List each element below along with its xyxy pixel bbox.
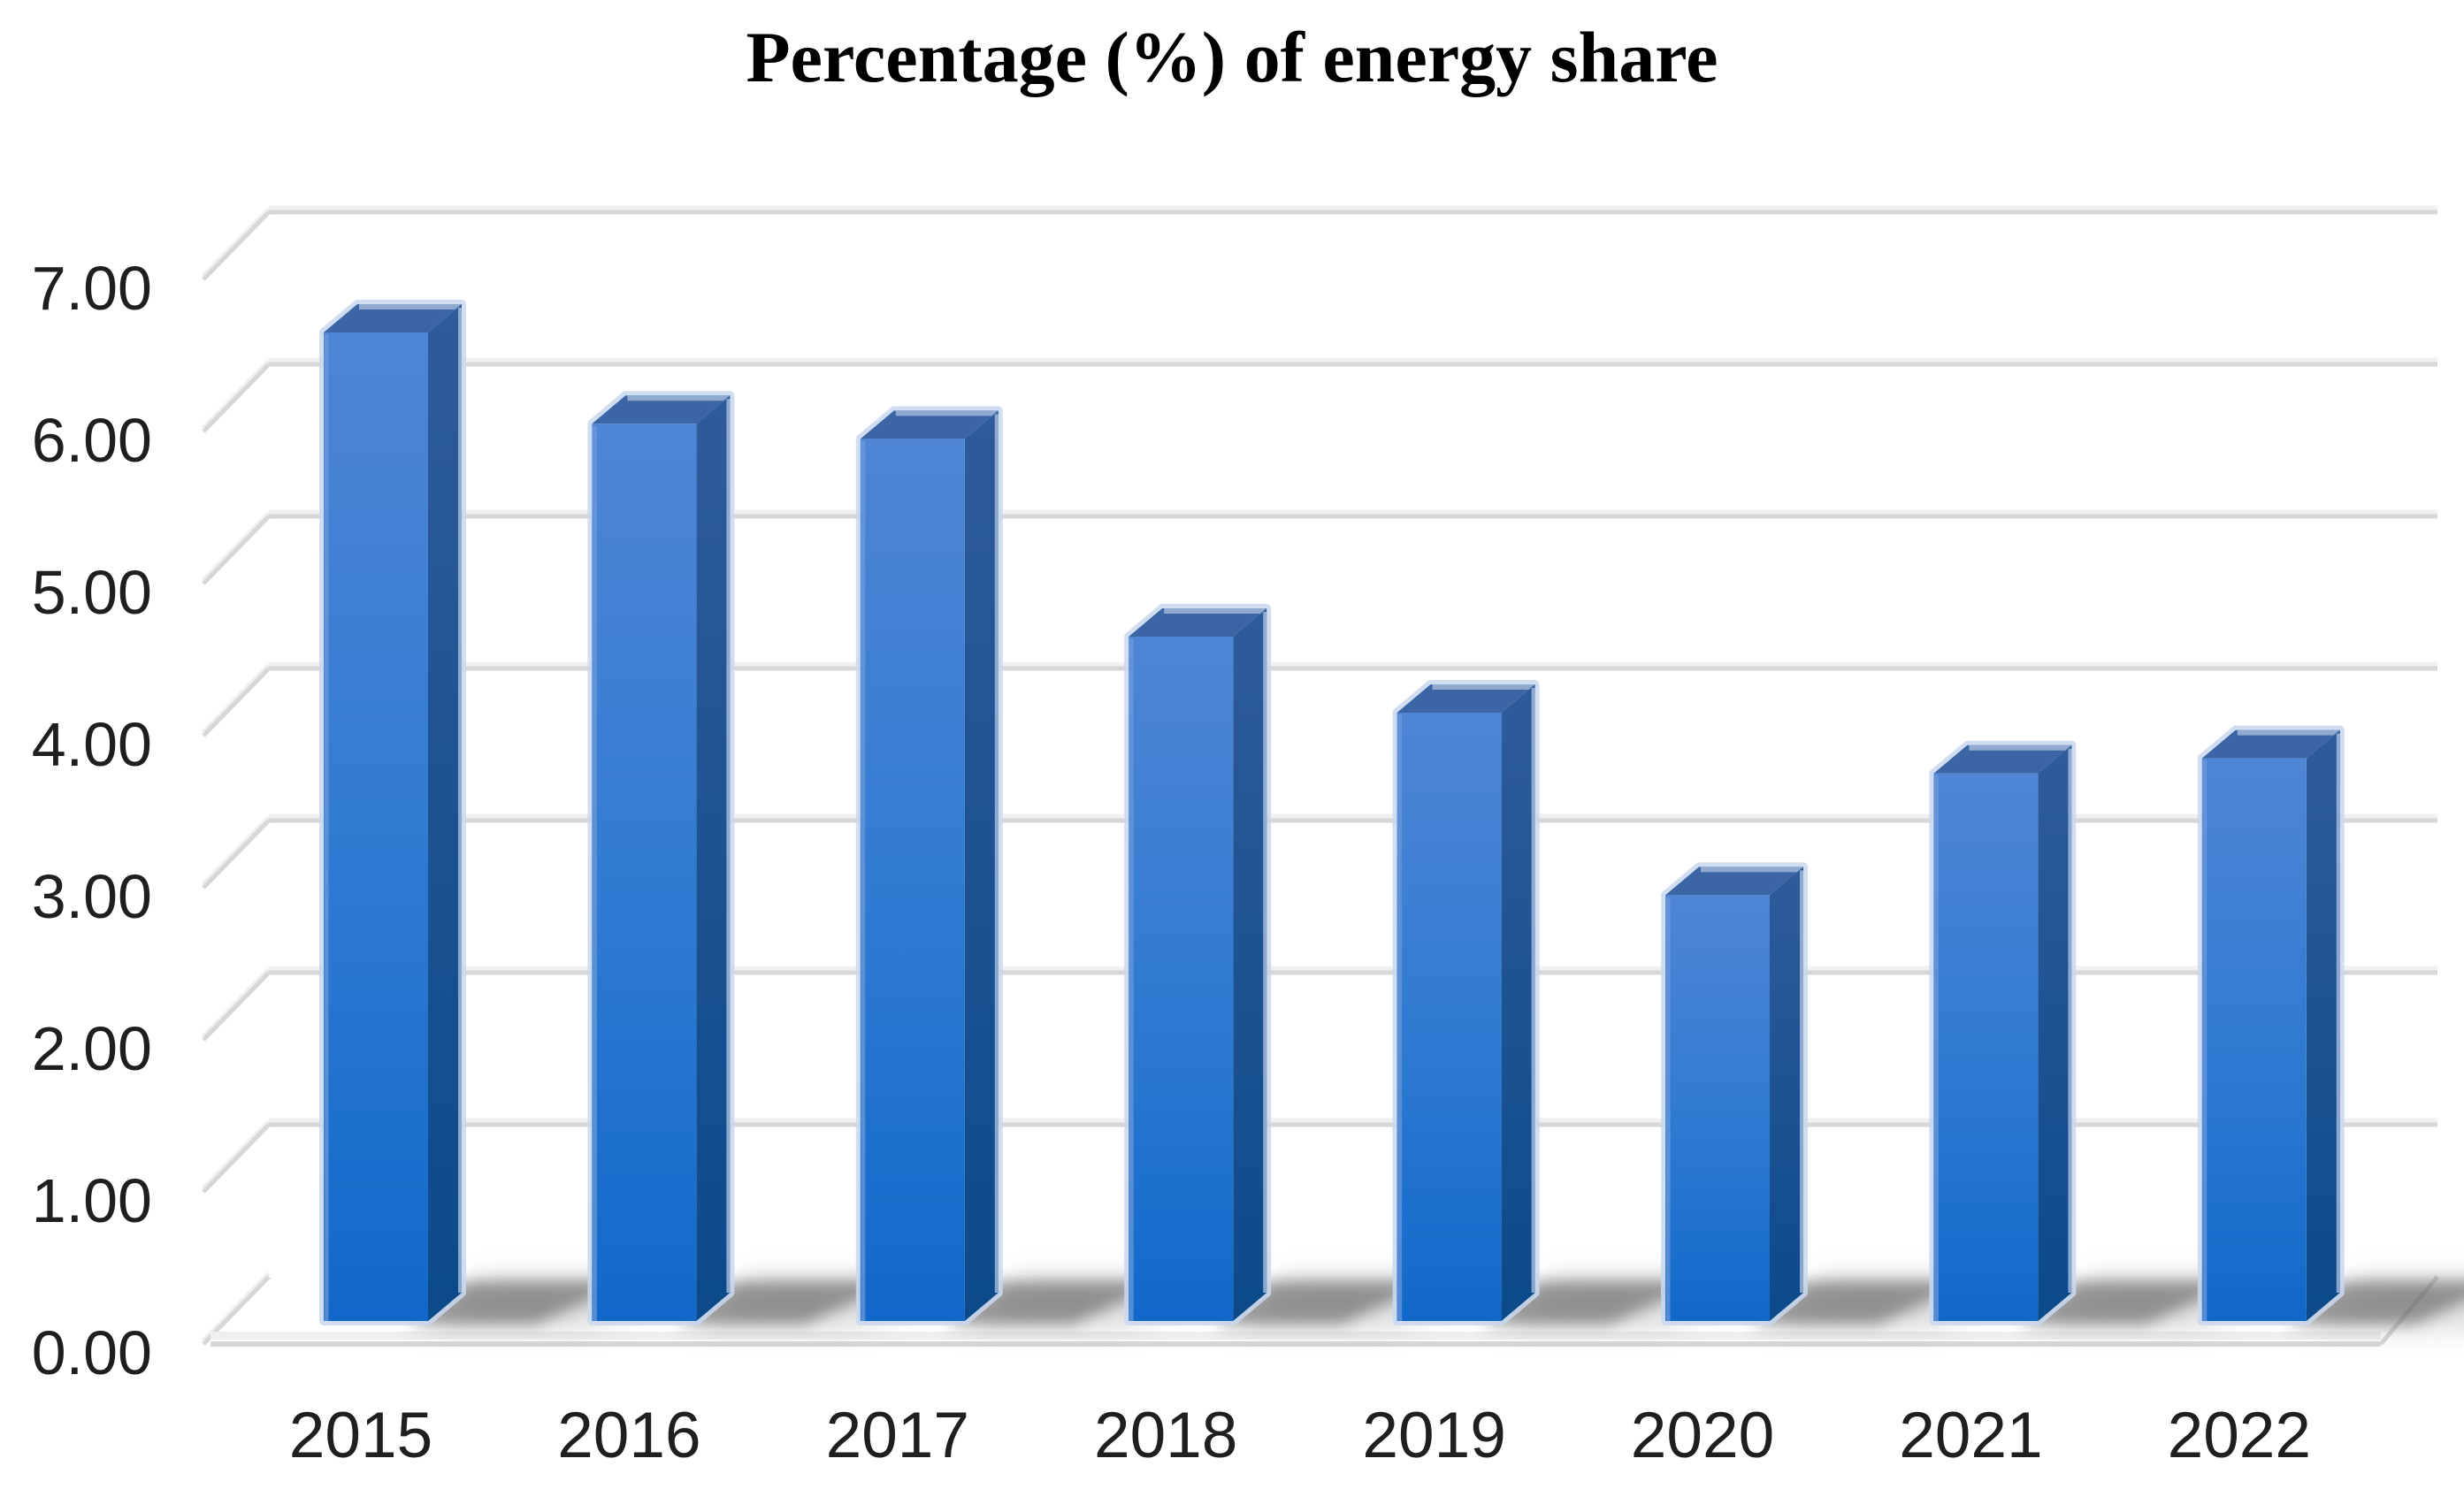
gridline-connector-light xyxy=(202,511,271,582)
bars-layer xyxy=(319,300,2345,1325)
bar-side-face xyxy=(1501,684,1535,1321)
gridline-connector-light xyxy=(202,1271,271,1342)
x-tick-label-2016: 2016 xyxy=(557,1400,700,1471)
y-tick-label-7.00: 7.00 xyxy=(32,254,152,323)
bar-front-face xyxy=(2201,758,2307,1321)
bar-2017 xyxy=(855,406,1003,1325)
bar-top-face xyxy=(324,304,462,332)
axis-labels-layer: 2015 2016 2017 2018 2019 2020 2021 2022 0.00 1.00… xyxy=(32,254,2311,1471)
bar-top-face xyxy=(860,410,999,439)
bar-2020 xyxy=(1661,862,1808,1325)
gridline-connector-light xyxy=(202,359,271,430)
gridlines-layer xyxy=(202,205,2439,1347)
bar-side-face xyxy=(2306,729,2340,1321)
bar-2015 xyxy=(319,300,466,1325)
gridline-connector xyxy=(202,363,271,433)
bar-top-face xyxy=(1665,867,1803,896)
bar-side-face xyxy=(964,410,999,1321)
gridline-connector xyxy=(202,1123,271,1194)
bar-2019 xyxy=(1392,680,1540,1325)
bar-top-face xyxy=(1397,684,1535,713)
gridline-connector xyxy=(202,971,271,1042)
gridline-connector-light xyxy=(202,1119,271,1190)
y-tick-label-2.00: 2.00 xyxy=(32,1014,152,1083)
bar-2021 xyxy=(1929,740,2077,1325)
gridline-connector xyxy=(202,515,271,585)
floor-front-strip xyxy=(210,1332,2381,1340)
bar-side-face xyxy=(2038,744,2072,1321)
gridline-connector-light xyxy=(202,815,271,886)
y-tick-label-4.00: 4.00 xyxy=(32,710,152,779)
x-tick-label-2020: 2020 xyxy=(1631,1400,1774,1471)
bar-front-face xyxy=(860,439,965,1321)
gridline-connector xyxy=(202,819,271,890)
bar-top-face xyxy=(592,395,731,424)
bar-front-face xyxy=(1665,895,1770,1321)
shadows-layer xyxy=(409,1277,2464,1328)
x-tick-label-2018: 2018 xyxy=(1094,1400,1237,1471)
bar-top-face xyxy=(1129,608,1267,637)
bar-side-face xyxy=(428,304,462,1321)
x-tick-label-2017: 2017 xyxy=(826,1400,969,1471)
chart-title: Percentage (%) of energy share xyxy=(746,17,1718,97)
gridline-connector-light xyxy=(202,207,271,278)
bar-side-face xyxy=(1233,608,1267,1321)
y-tick-label-5.00: 5.00 xyxy=(32,558,152,627)
gridline-connector xyxy=(202,210,271,281)
bar-front-face xyxy=(324,332,428,1321)
bar-top-face xyxy=(2201,729,2340,759)
gridline-connector xyxy=(202,667,271,737)
bar-top-face xyxy=(1933,744,2072,774)
bar-front-face xyxy=(1129,637,1234,1321)
bar-side-face xyxy=(696,395,731,1322)
gridline-connector-light xyxy=(202,967,271,1038)
y-tick-label-0.00: 0.00 xyxy=(32,1318,152,1387)
bar-2018 xyxy=(1124,604,1272,1325)
bar-2022 xyxy=(2197,725,2345,1325)
x-tick-label-2022: 2022 xyxy=(2168,1400,2311,1471)
x-tick-label-2021: 2021 xyxy=(1899,1400,2042,1471)
bar-front-face xyxy=(1397,713,1502,1321)
x-tick-label-2015: 2015 xyxy=(289,1400,432,1471)
gridline-connector-light xyxy=(202,663,271,734)
bar-front-face xyxy=(1933,773,2039,1321)
y-tick-label-6.00: 6.00 xyxy=(32,406,152,475)
y-tick-label-3.00: 3.00 xyxy=(32,862,152,931)
y-tick-label-1.00: 1.00 xyxy=(32,1166,152,1235)
bar-side-face xyxy=(1770,867,1803,1321)
x-tick-label-2019: 2019 xyxy=(1362,1400,1505,1471)
bar-front-face xyxy=(592,424,697,1321)
bar-2016 xyxy=(587,391,735,1325)
